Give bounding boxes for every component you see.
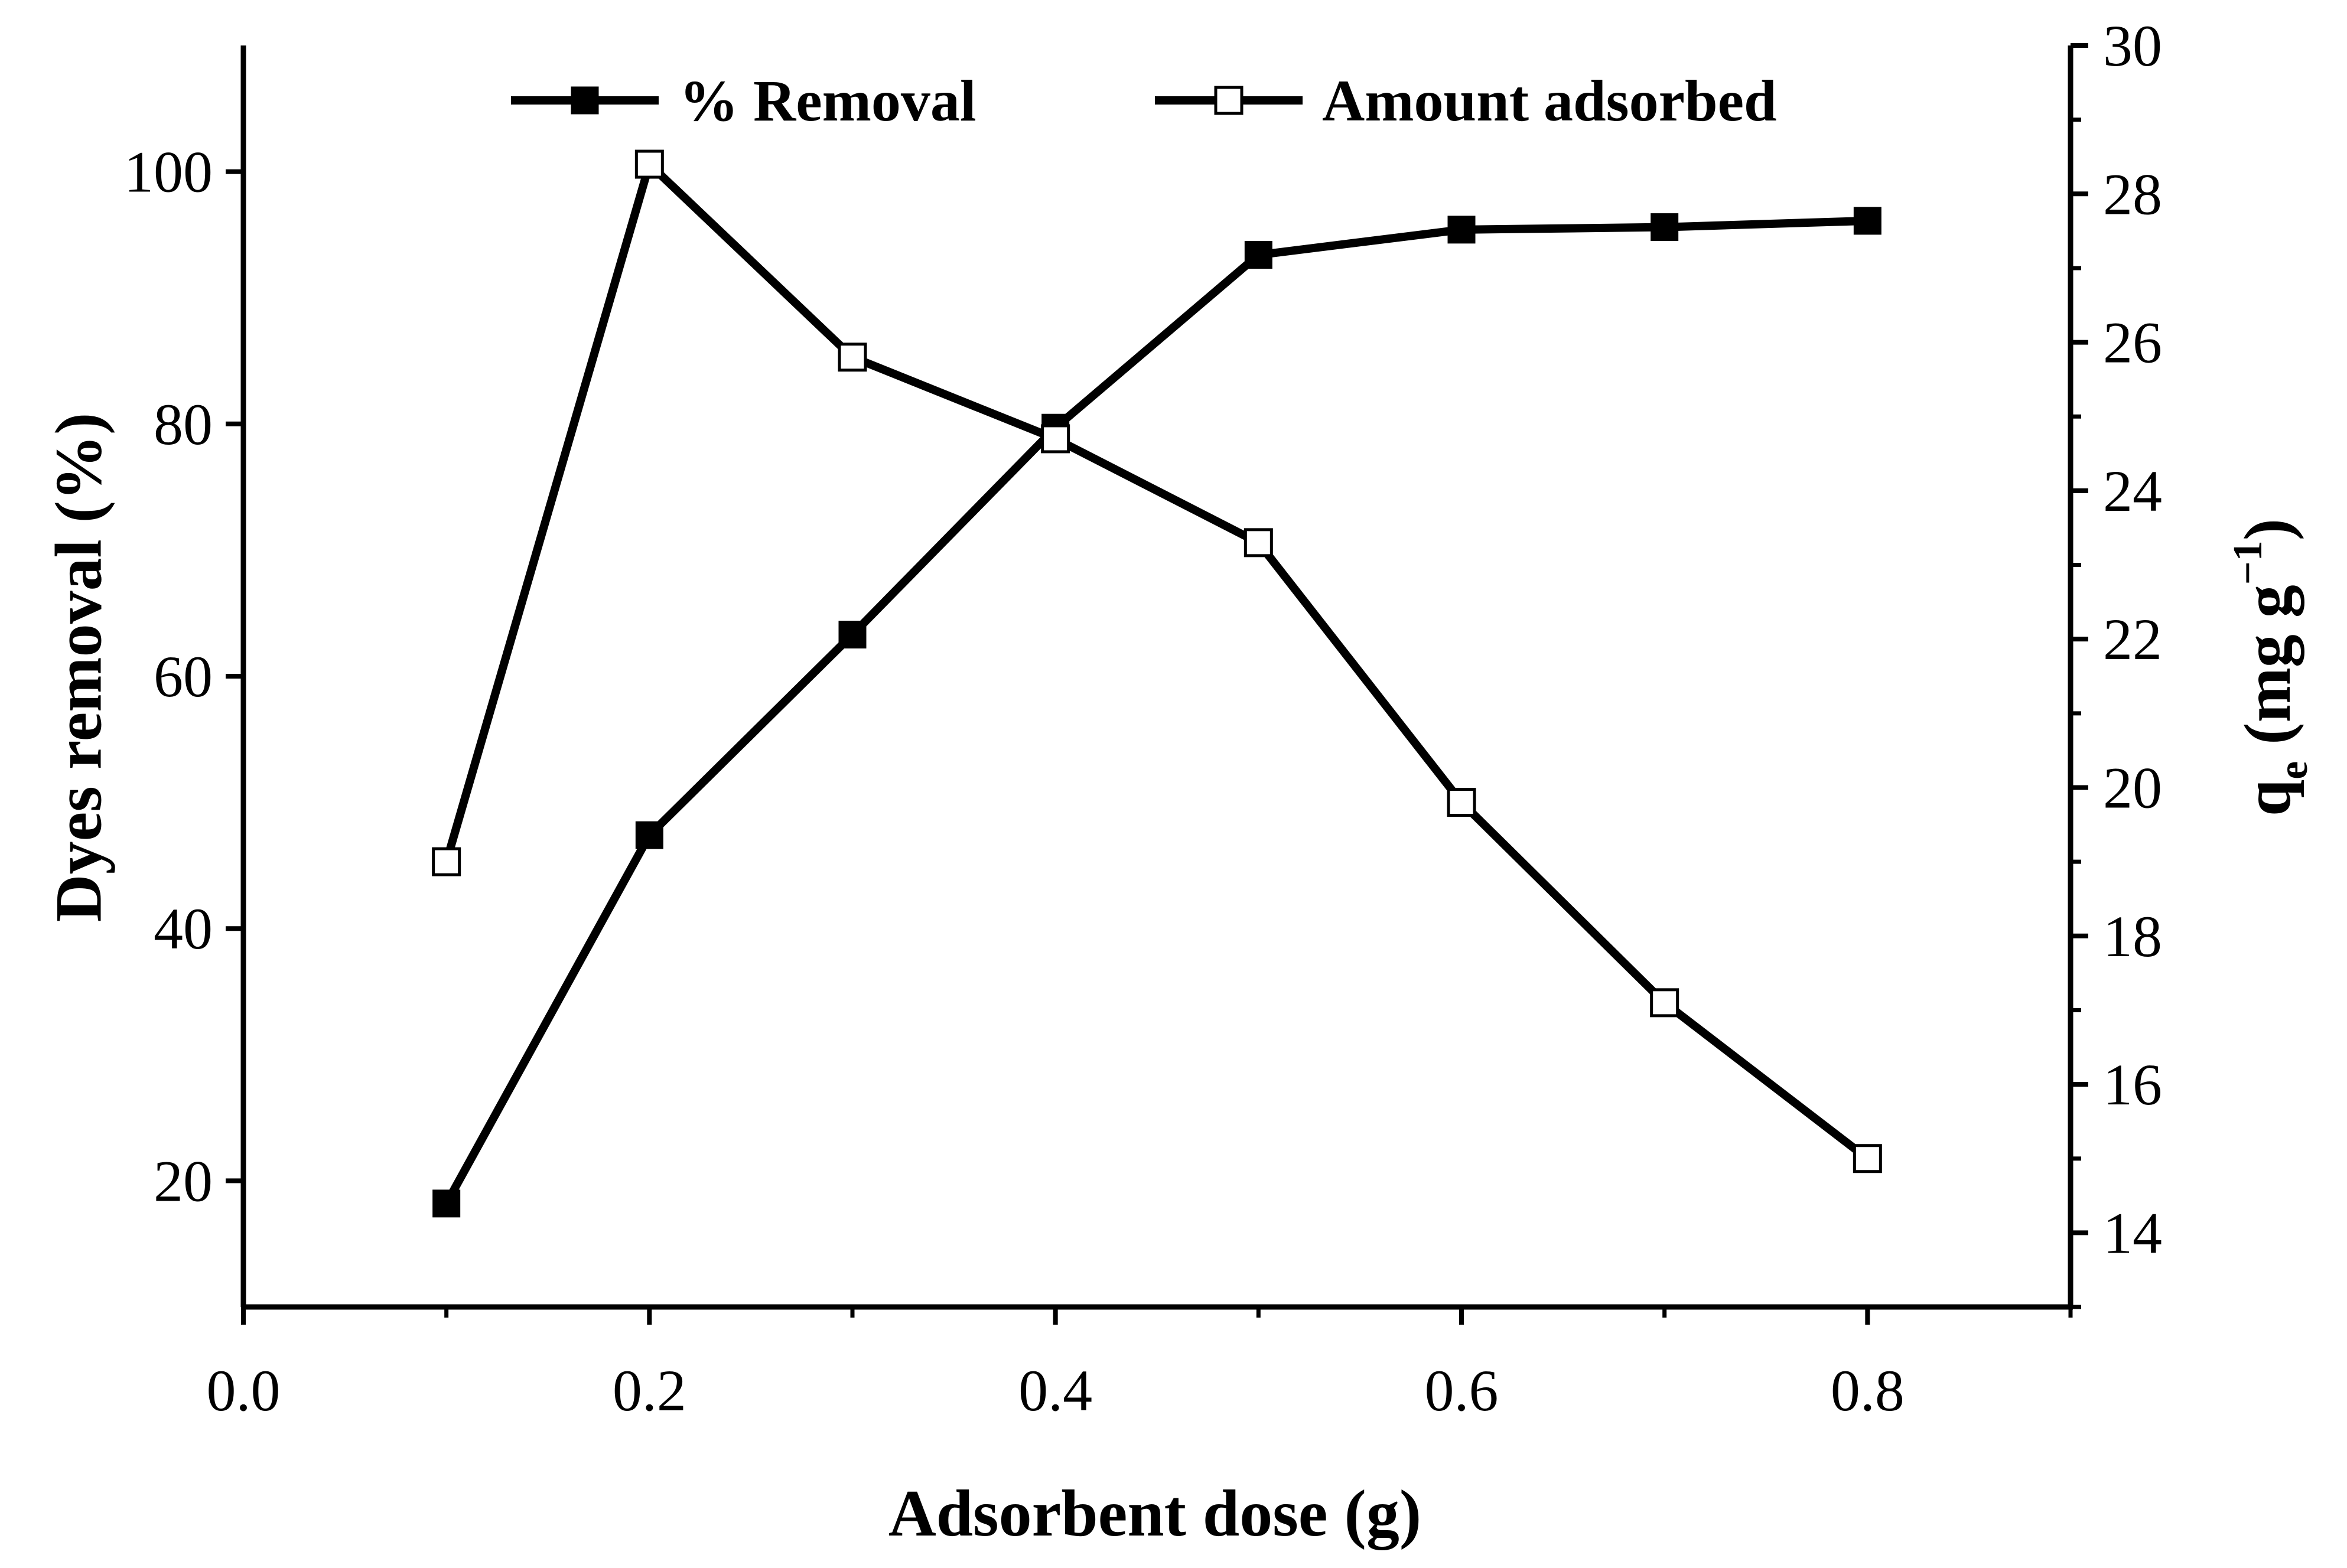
legend-item: Amount adsorbed <box>1155 68 1777 133</box>
y-right-tick-label: 16 <box>2103 1052 2162 1117</box>
data-point-open-square <box>1853 1144 1882 1173</box>
data-point-open-square <box>1650 988 1679 1018</box>
data-point-filled-square <box>838 621 867 649</box>
y-right-title-superscript: −1 <box>2225 540 2271 585</box>
x-tick-label: 0.2 <box>613 1358 686 1423</box>
series-line <box>442 216 1868 1206</box>
y-right-title-base: q <box>2231 780 2304 816</box>
x-axis-title: Adsorbent dose (g) <box>888 1477 1421 1550</box>
y-right-tick-label: 22 <box>2103 607 2162 672</box>
y-right-tick-label: 24 <box>2103 458 2162 524</box>
y-right-tick-label: 14 <box>2103 1200 2162 1266</box>
data-point-open-square <box>1447 788 1476 817</box>
legend-item: % Removal <box>511 68 976 133</box>
y-right-title-close: ) <box>2231 519 2304 540</box>
data-point-filled-square <box>1651 213 1679 242</box>
x-tick-label: 0.0 <box>207 1358 281 1423</box>
data-point-filled-square <box>1853 207 1881 235</box>
y-left-tick-label: 80 <box>154 392 213 457</box>
data-point-filled-square <box>1447 216 1476 244</box>
axes-layer: 0.0 0.2 0.4 0.6 0.8 20 40 60 80 100 14 16 18 20 22 24 26… <box>124 13 2162 1423</box>
series-line <box>442 160 1870 1162</box>
series-amount-adsorbed <box>432 149 1882 1173</box>
y-left-tick-label: 60 <box>154 644 213 709</box>
data-point-filled-square <box>432 1189 461 1218</box>
y-right-tick-label: 20 <box>2103 755 2162 820</box>
data-point-filled-square <box>635 821 663 849</box>
series-percent-removal <box>432 207 1881 1218</box>
y-right-title-open: (mg g <box>2231 585 2304 761</box>
x-tick-label: 0.4 <box>1018 1358 1092 1423</box>
data-point-open-square <box>838 343 867 372</box>
legend-marker-filled-square <box>571 86 599 115</box>
data-point-filled-square <box>1244 241 1272 269</box>
legend-label: % Removal <box>679 68 976 133</box>
y-right-tick-label: 30 <box>2103 13 2162 79</box>
data-point-open-square <box>1041 424 1070 454</box>
y-left-tick-label: 40 <box>154 896 213 961</box>
legend-label: Amount adsorbed <box>1322 68 1777 133</box>
y-right-tick-label: 28 <box>2103 161 2162 227</box>
legend: % Removal Amount adsorbed <box>511 68 1777 133</box>
y-right-tick-label: 26 <box>2103 310 2162 376</box>
x-tick-label: 0.8 <box>1831 1358 1905 1423</box>
x-tick-label: 0.6 <box>1425 1358 1499 1423</box>
data-point-open-square <box>1244 528 1273 558</box>
legend-marker-open-square <box>1214 86 1244 115</box>
y-left-axis-title: Dyes removal (%) <box>43 413 116 922</box>
y-right-axis-title: qe (mg g−1) <box>2225 519 2316 816</box>
series-layer <box>432 149 1882 1218</box>
data-point-open-square <box>634 149 664 179</box>
y-left-tick-label: 20 <box>154 1148 213 1214</box>
y-right-tick-label: 18 <box>2103 904 2162 969</box>
data-point-open-square <box>432 847 461 876</box>
y-left-tick-label: 100 <box>124 139 213 205</box>
y-right-title-subscript: e <box>2271 761 2316 780</box>
